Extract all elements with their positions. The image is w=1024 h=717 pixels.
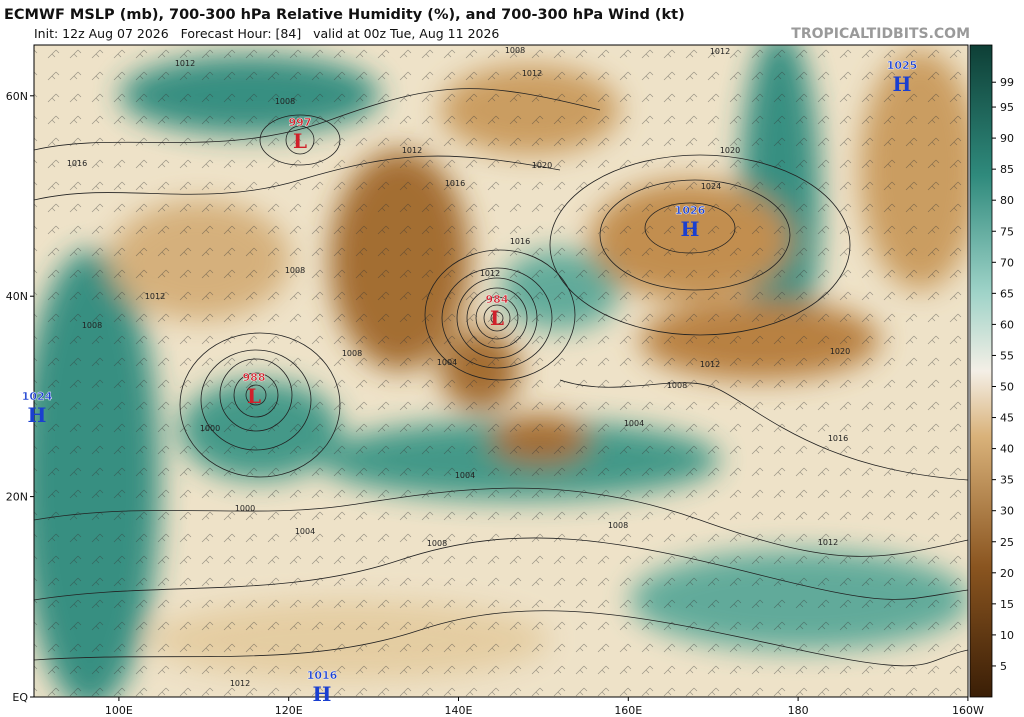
isobar-label: 1012	[402, 146, 422, 155]
colorbar-label: 55	[1000, 349, 1014, 362]
isobars	[34, 88, 968, 667]
colorbar-label: 85	[1000, 163, 1014, 176]
colorbar-label: 45	[1000, 412, 1014, 425]
colorbar-label: 75	[1000, 225, 1014, 238]
isobar-label: 1024	[701, 182, 721, 191]
center-pressure: 988	[243, 371, 266, 384]
center-pressure: 1024	[22, 390, 53, 403]
colorbar-label: 5	[1000, 660, 1007, 673]
center-type: L	[293, 129, 307, 153]
isobar-label: 1000	[235, 504, 255, 513]
isobar-label: 1012	[522, 69, 542, 78]
isobar-label: 1016	[67, 159, 87, 168]
colorbar-label: 10	[1000, 629, 1014, 642]
isobar-label: 1020	[720, 146, 740, 155]
isobar-label: 1008	[505, 46, 525, 55]
isobar-label: 1008	[342, 349, 362, 358]
isobar-label: 1008	[427, 539, 447, 548]
center-type: H	[893, 72, 912, 96]
center-type: L	[247, 384, 261, 408]
title: ECMWF MSLP (mb), 700-300 hPa Relative Hu…	[4, 7, 685, 23]
isobar-label: 1016	[510, 237, 530, 246]
lon-label: 160W	[952, 704, 984, 717]
isobar-label: 1000	[200, 424, 220, 433]
colorbar-label: 20	[1000, 567, 1014, 580]
map-frame	[33, 44, 969, 698]
center-pressure: 1016	[307, 669, 338, 682]
isobar-label: 1020	[532, 161, 552, 170]
isobar-label: 1008	[275, 97, 295, 106]
isobar-label: 1020	[830, 347, 850, 356]
lat-label: 60N	[6, 90, 28, 103]
isobar-label: 1008	[608, 521, 628, 530]
isobar-label: 1012	[480, 269, 500, 278]
map	[34, 45, 968, 697]
lon-label: 140E	[445, 704, 473, 717]
isobar-label: 1004	[624, 419, 644, 428]
center-pressure: 1026	[675, 204, 706, 217]
colorbar-label: 95	[1000, 101, 1014, 114]
colorbar-label: 80	[1000, 194, 1014, 207]
isobar-label: 1004	[437, 358, 457, 367]
center-type: L	[490, 306, 504, 330]
lon-label: 160E	[614, 704, 642, 717]
isobar-label: 1008	[285, 266, 305, 275]
lon-label: 120E	[275, 704, 303, 717]
lat-label: EQ	[12, 691, 28, 704]
isobar-label: 1016	[445, 179, 465, 188]
center-type: H	[313, 682, 332, 706]
isobar-label: 1016	[828, 434, 848, 443]
lon-label: 180	[788, 704, 809, 717]
isobar-label: 1008	[667, 381, 687, 390]
lat-label: 20N	[6, 491, 28, 504]
lat-label: 40N	[6, 290, 28, 303]
center-type: H	[681, 217, 700, 241]
isobar-label: 1004	[295, 527, 315, 536]
isobar-label: 1012	[700, 360, 720, 369]
colorbar-label: 50	[1000, 381, 1014, 394]
colorbar-label: 30	[1000, 505, 1014, 518]
colorbar-label: 65	[1000, 287, 1014, 300]
isobar-label: 1004	[455, 471, 475, 480]
isobar-label: 1008	[82, 321, 102, 330]
center-pressure: 997	[289, 116, 312, 129]
isobar-label: 1012	[230, 679, 250, 688]
center-type: H	[28, 403, 47, 427]
colorbar-label: 15	[1000, 598, 1014, 611]
colorbar	[969, 44, 993, 698]
colorbar-label: 60	[1000, 318, 1014, 331]
colorbar-label: 99	[1000, 76, 1014, 89]
isobar-label: 1012	[145, 292, 165, 301]
center-pressure: 1025	[887, 59, 918, 72]
colorbar-label: 35	[1000, 474, 1014, 487]
isobar-label: 1012	[818, 538, 838, 547]
lon-label: 100E	[105, 704, 133, 717]
center-pressure: 984	[486, 293, 509, 306]
isobar-label: 1012	[175, 59, 195, 68]
colorbar-label: 40	[1000, 443, 1014, 456]
source: TROPICALTIDBITS.COM	[791, 26, 970, 42]
colorbar-label: 90	[1000, 132, 1014, 145]
colorbar-label: 70	[1000, 256, 1014, 269]
isobar-label: 1012	[710, 47, 730, 56]
colorbar-label: 25	[1000, 536, 1014, 549]
subtitle: Init: 12z Aug 07 2026 Forecast Hour: [84…	[34, 26, 499, 41]
